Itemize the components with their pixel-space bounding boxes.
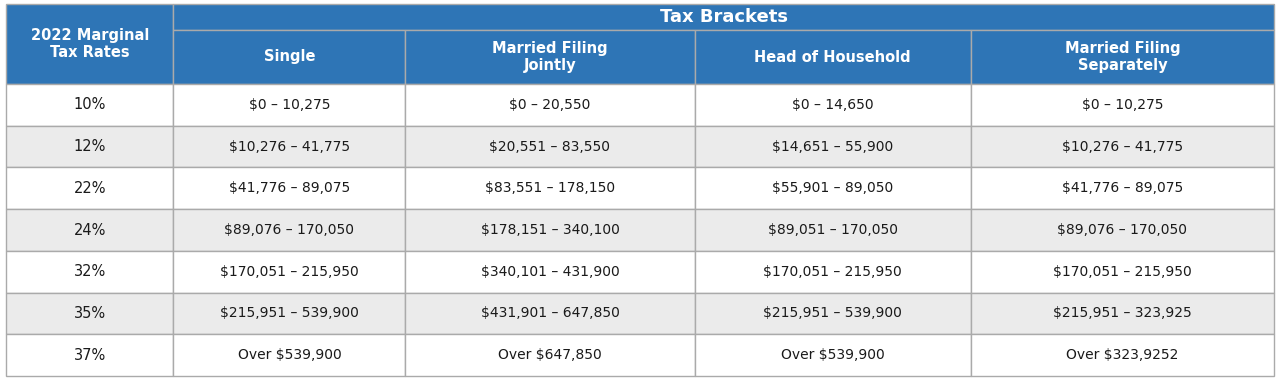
Text: $89,051 – 170,050: $89,051 – 170,050 <box>768 223 897 237</box>
Text: $20,551 – 83,550: $20,551 – 83,550 <box>489 139 611 154</box>
Bar <box>695 84 972 126</box>
Bar <box>972 30 1274 84</box>
Bar <box>695 209 972 251</box>
Bar <box>6 84 173 126</box>
Bar <box>173 168 406 209</box>
Bar <box>695 126 972 168</box>
Text: 37%: 37% <box>73 348 106 363</box>
Text: $89,076 – 170,050: $89,076 – 170,050 <box>224 223 355 237</box>
Bar <box>6 126 173 168</box>
Bar <box>406 293 695 334</box>
Text: $215,951 – 539,900: $215,951 – 539,900 <box>763 306 902 320</box>
Bar <box>6 251 173 293</box>
Bar <box>972 168 1274 209</box>
Bar <box>406 84 695 126</box>
Bar <box>406 209 695 251</box>
Bar <box>695 168 972 209</box>
Text: $83,551 – 178,150: $83,551 – 178,150 <box>485 181 614 195</box>
Text: 22%: 22% <box>73 181 106 196</box>
Text: $170,051 – 215,950: $170,051 – 215,950 <box>763 265 902 279</box>
Text: $0 – 10,275: $0 – 10,275 <box>1082 98 1164 112</box>
Text: $215,951 – 539,900: $215,951 – 539,900 <box>220 306 358 320</box>
Text: $170,051 – 215,950: $170,051 – 215,950 <box>1053 265 1192 279</box>
Text: 35%: 35% <box>74 306 106 321</box>
Text: $10,276 – 41,775: $10,276 – 41,775 <box>1062 139 1183 154</box>
Bar <box>695 293 972 334</box>
Bar <box>695 30 972 84</box>
Bar <box>972 84 1274 126</box>
Text: $431,901 – 647,850: $431,901 – 647,850 <box>480 306 620 320</box>
Bar <box>6 293 173 334</box>
Text: $0 – 20,550: $0 – 20,550 <box>509 98 590 112</box>
Text: $41,776 – 89,075: $41,776 – 89,075 <box>229 181 349 195</box>
Bar <box>6 209 173 251</box>
Bar <box>695 251 972 293</box>
Text: $215,951 – 323,925: $215,951 – 323,925 <box>1053 306 1192 320</box>
Text: Over $539,900: Over $539,900 <box>238 348 342 362</box>
Text: $10,276 – 41,775: $10,276 – 41,775 <box>229 139 349 154</box>
Bar <box>972 334 1274 376</box>
Bar <box>972 293 1274 334</box>
Text: $55,901 – 89,050: $55,901 – 89,050 <box>772 181 893 195</box>
Bar <box>173 209 406 251</box>
Text: $89,076 – 170,050: $89,076 – 170,050 <box>1057 223 1188 237</box>
Bar <box>406 251 695 293</box>
Bar <box>406 30 695 84</box>
Bar <box>972 126 1274 168</box>
Bar <box>6 4 173 84</box>
Bar <box>406 126 695 168</box>
Text: Married Filing
Separately: Married Filing Separately <box>1065 41 1180 73</box>
Bar <box>173 4 1274 30</box>
Text: 24%: 24% <box>73 223 106 238</box>
Text: $340,101 – 431,900: $340,101 – 431,900 <box>480 265 620 279</box>
Text: Head of Household: Head of Household <box>754 49 911 65</box>
Bar <box>173 30 406 84</box>
Text: Over $647,850: Over $647,850 <box>498 348 602 362</box>
Text: Tax Brackets: Tax Brackets <box>659 8 787 26</box>
Text: $0 – 10,275: $0 – 10,275 <box>248 98 330 112</box>
Text: Married Filing
Jointly: Married Filing Jointly <box>492 41 608 73</box>
Text: Over $539,900: Over $539,900 <box>781 348 884 362</box>
Bar <box>406 334 695 376</box>
Text: $0 – 14,650: $0 – 14,650 <box>792 98 873 112</box>
Bar <box>972 251 1274 293</box>
Bar <box>972 209 1274 251</box>
Text: $178,151 – 340,100: $178,151 – 340,100 <box>480 223 620 237</box>
Text: 32%: 32% <box>73 264 106 279</box>
Bar <box>6 334 173 376</box>
Text: Over $323,9252: Over $323,9252 <box>1066 348 1179 362</box>
Text: 10%: 10% <box>73 97 106 112</box>
Bar <box>173 251 406 293</box>
Bar <box>406 168 695 209</box>
Text: $170,051 – 215,950: $170,051 – 215,950 <box>220 265 358 279</box>
Text: 12%: 12% <box>73 139 106 154</box>
Bar <box>173 293 406 334</box>
Bar <box>173 84 406 126</box>
Bar <box>6 168 173 209</box>
Bar <box>695 334 972 376</box>
Text: $41,776 – 89,075: $41,776 – 89,075 <box>1062 181 1183 195</box>
Text: 2022 Marginal
Tax Rates: 2022 Marginal Tax Rates <box>31 28 148 60</box>
Bar <box>173 334 406 376</box>
Bar <box>173 126 406 168</box>
Text: Single: Single <box>264 49 315 65</box>
Text: $14,651 – 55,900: $14,651 – 55,900 <box>772 139 893 154</box>
